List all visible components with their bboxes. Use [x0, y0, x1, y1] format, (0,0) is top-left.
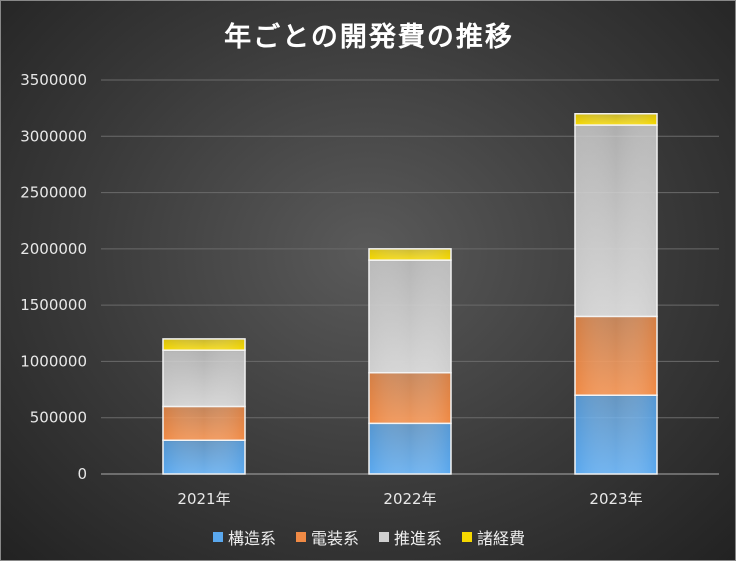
y-tick-label: 0 [77, 465, 87, 483]
y-tick-label: 1000000 [20, 352, 87, 370]
legend-item: 電装系 [295, 525, 359, 549]
legend-label: 推進系 [394, 529, 443, 548]
bar-highlight [164, 441, 244, 473]
legend-label: 電装系 [310, 529, 359, 548]
x-tick-label: 2022年 [383, 490, 436, 508]
legend-item: 構造系 [212, 525, 276, 549]
bar-highlight [576, 317, 656, 395]
legend-swatch [462, 532, 473, 542]
legend-swatch [212, 532, 223, 542]
y-tick-label: 2500000 [20, 184, 87, 202]
legend-item: 推進系 [379, 525, 442, 549]
y-tick-label: 3000000 [20, 127, 87, 145]
bar-highlight [370, 373, 450, 423]
legend-label: 構造系 [227, 529, 276, 548]
bar-highlight [576, 396, 656, 473]
y-tick-label: 1500000 [20, 296, 87, 314]
bar-highlight [164, 339, 244, 350]
legend-item: 諸経費 [462, 525, 525, 549]
bar-highlight [576, 114, 656, 125]
bar-highlight [370, 249, 450, 260]
legend-swatch [295, 532, 306, 542]
y-tick-label: 3500000 [20, 71, 87, 89]
legend: 構造系 電装系 推進系 諸経費 [1, 525, 736, 549]
legend-label: 諸経費 [477, 529, 526, 548]
bar-highlight [370, 261, 450, 372]
y-tick-label: 2000000 [20, 240, 87, 258]
bar-highlight [164, 351, 244, 406]
x-tick-label: 2023年 [589, 490, 642, 508]
x-tick-label: 2021年 [177, 490, 230, 508]
legend-swatch [379, 532, 389, 542]
y-tick-label: 500000 [30, 409, 87, 427]
bar-highlight [370, 424, 450, 473]
bar-highlight [164, 407, 244, 440]
chart-title: 年ごとの開発費の推移 [224, 22, 514, 53]
bar-highlight [576, 126, 656, 316]
